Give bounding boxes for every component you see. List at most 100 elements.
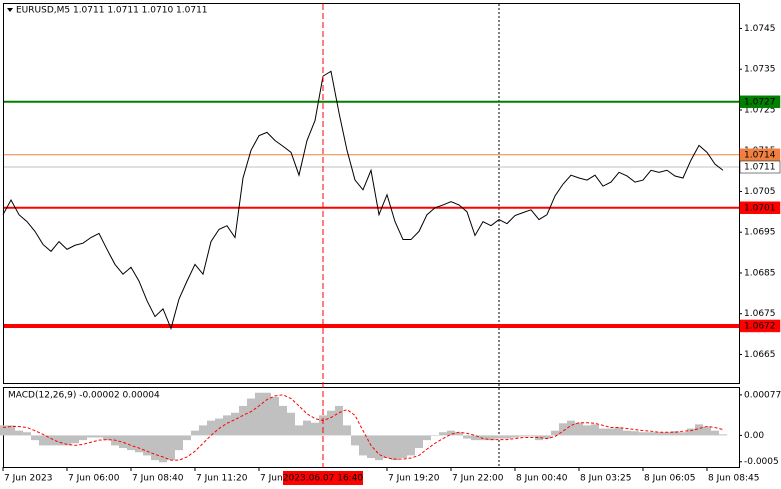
macd-bar bbox=[687, 428, 695, 436]
y-tick-label: 1.0675 bbox=[744, 309, 776, 319]
macd-bar bbox=[399, 435, 407, 459]
macd-bar bbox=[479, 435, 487, 441]
x-tick-label: 7 Jun 19:20 bbox=[388, 474, 440, 484]
chart-title: EURUSD,M5 1.0711 1.0711 1.0710 1.0711 bbox=[16, 6, 208, 16]
macd-bar bbox=[679, 432, 687, 436]
macd-bar bbox=[447, 430, 455, 436]
price-level-tag bbox=[739, 160, 781, 174]
x-tick-label: 8 Jun 08:45 bbox=[708, 474, 759, 484]
macd-bar bbox=[255, 392, 263, 436]
macd-bar bbox=[351, 435, 359, 446]
macd-bar bbox=[375, 435, 383, 461]
macd-bar bbox=[607, 428, 615, 436]
macd-bar bbox=[319, 415, 327, 436]
price-level-label: 1.0672 bbox=[744, 321, 776, 331]
y-tick-label: 1.0685 bbox=[744, 268, 776, 278]
macd-bar bbox=[431, 435, 439, 436]
macd-title: MACD(12,26,9) -0.00002 0.00004 bbox=[8, 391, 160, 401]
macd-bar bbox=[703, 426, 711, 436]
macd-bar bbox=[327, 410, 335, 436]
price-level-tag bbox=[739, 201, 781, 215]
macd-bar bbox=[31, 435, 39, 441]
x-tick-label: 7 Jun 2023 bbox=[4, 474, 52, 484]
macd-bar bbox=[167, 435, 175, 461]
macd-bar bbox=[231, 412, 239, 436]
price-level-tag bbox=[739, 319, 781, 333]
price-level-label: 1.0727 bbox=[744, 97, 776, 107]
macd-bar bbox=[279, 405, 287, 436]
x-tick-label: 8 Jun 06:05 bbox=[644, 474, 695, 484]
x-tick-label: 8 Jun 00:40 bbox=[516, 474, 568, 484]
y-tick-label: 1.0725 bbox=[744, 105, 776, 115]
macd-bar bbox=[7, 425, 15, 436]
y-tick-label: 1.0735 bbox=[744, 65, 776, 75]
macd-bar bbox=[311, 422, 319, 436]
macd-bar bbox=[495, 435, 503, 439]
macd-bar bbox=[415, 435, 423, 449]
macd-bar bbox=[631, 431, 639, 436]
macd-bar bbox=[599, 428, 607, 436]
macd-bar bbox=[407, 435, 415, 456]
macd-bar bbox=[455, 432, 463, 436]
macd-bar bbox=[535, 435, 543, 441]
macd-bar bbox=[55, 435, 63, 446]
macd-bar bbox=[71, 435, 79, 444]
macd-bar bbox=[575, 422, 583, 436]
macd-bar bbox=[151, 435, 159, 461]
macd-bar bbox=[103, 435, 111, 441]
macd-bar bbox=[287, 412, 295, 436]
macd-bar bbox=[271, 396, 279, 436]
price-panel bbox=[3, 3, 740, 384]
macd-bar bbox=[135, 435, 143, 453]
macd-bar bbox=[79, 435, 87, 441]
macd-bar bbox=[511, 435, 519, 438]
x-tick-label: 7 Jun 06:00 bbox=[68, 474, 120, 484]
macd-bar bbox=[295, 425, 303, 436]
macd-bar bbox=[463, 435, 471, 439]
price-level-tag bbox=[739, 95, 781, 109]
price-level-label: 1.0701 bbox=[744, 203, 776, 213]
x-tick-label: 7 Jun 08:40 bbox=[132, 474, 184, 484]
macd-bar bbox=[127, 435, 135, 451]
macd-bar bbox=[199, 425, 207, 436]
macd-bar bbox=[423, 435, 431, 441]
macd-bar bbox=[335, 405, 343, 436]
macd-bar bbox=[367, 435, 375, 459]
macd-bar bbox=[215, 418, 223, 436]
macd-bar bbox=[15, 430, 23, 436]
macd-bar bbox=[87, 435, 95, 438]
macd-bar bbox=[183, 435, 191, 441]
y-tick-label: 0.00077 bbox=[744, 390, 781, 400]
price-level-label: 1.0714 bbox=[744, 150, 776, 160]
macd-bar bbox=[143, 435, 151, 456]
cursor-label: 2023.06.07 16:40 bbox=[283, 474, 364, 484]
macd-bar bbox=[263, 392, 271, 436]
x-tick-label: 7 Jun 11:20 bbox=[196, 474, 248, 484]
macd-bar bbox=[23, 432, 31, 436]
macd-bar bbox=[439, 432, 447, 436]
macd-bar bbox=[663, 432, 671, 436]
y-tick-label: 1.0695 bbox=[744, 228, 776, 238]
macd-bar bbox=[223, 415, 231, 436]
macd-bar bbox=[519, 435, 527, 437]
macd-bar bbox=[591, 424, 599, 436]
price-level-label: 1.0711 bbox=[744, 163, 776, 173]
macd-bar bbox=[343, 425, 351, 436]
symbol-menu-icon[interactable] bbox=[7, 8, 13, 12]
macd-bar bbox=[527, 435, 535, 437]
x-tick-label: 8 Jun 03:25 bbox=[580, 474, 631, 484]
macd-bar bbox=[63, 435, 71, 446]
macd-bar bbox=[239, 405, 247, 436]
macd-bar bbox=[615, 427, 623, 436]
y-tick-label: -0.0005 bbox=[744, 457, 779, 467]
macd-bar bbox=[639, 432, 647, 436]
macd-bar bbox=[0, 425, 7, 436]
macd-bar bbox=[383, 435, 391, 459]
macd-bar bbox=[247, 398, 255, 436]
y-tick-label: 1.0665 bbox=[744, 350, 776, 360]
macd-bar bbox=[391, 435, 399, 461]
macd-bar bbox=[567, 420, 575, 436]
y-tick-label: 1.0705 bbox=[744, 187, 776, 197]
macd-bar bbox=[303, 420, 311, 436]
macd-bar bbox=[487, 435, 495, 441]
